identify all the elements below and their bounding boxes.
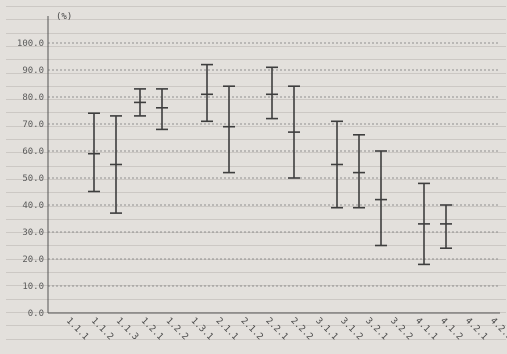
- x-tick-label: 1.1.2: [89, 316, 115, 342]
- x-tick-label: 2.1.1: [214, 316, 240, 342]
- error-bar: [156, 88, 168, 131]
- background-text-line: [6, 139, 506, 140]
- background-text-line: [6, 6, 506, 7]
- background-text-line: [6, 325, 506, 327]
- y-tick-label: 10.0: [22, 282, 44, 292]
- background-text-line: [6, 245, 506, 247]
- error-bar: [418, 182, 430, 266]
- error-bar: [331, 120, 343, 209]
- background-text-line: [6, 19, 506, 21]
- background-text-line: [6, 205, 506, 207]
- x-tick-label: 2.2.1: [263, 316, 289, 342]
- y-tick-label: 30.0: [22, 228, 44, 238]
- x-tick-label: 2.1.2: [238, 316, 264, 342]
- background-text-line: [6, 338, 506, 340]
- x-tick-labels: 1.1.11.1.21.1.31.2.11.2.21.3.12.1.12.1.2…: [64, 316, 507, 342]
- y-tick-label: 0.0: [28, 309, 44, 319]
- error-bar: [288, 85, 300, 179]
- y-tick-label: 100.0: [17, 39, 44, 49]
- x-tick-label: 1.2.1: [139, 316, 165, 342]
- error-bar: [440, 204, 452, 249]
- background-text-line: [6, 165, 506, 167]
- background-text-line: [6, 192, 506, 194]
- background-text-line: [6, 218, 506, 220]
- y-tick-label: 60.0: [22, 147, 44, 157]
- background-text-line: [6, 99, 506, 101]
- axes: [47, 16, 500, 314]
- background-text-line: [6, 232, 506, 234]
- background-text-line: [6, 112, 506, 114]
- error-bar: [110, 115, 122, 214]
- background-text-line: [6, 72, 506, 74]
- x-tick-label: 2.2.2: [288, 316, 314, 342]
- background-text-line: [6, 45, 506, 47]
- y-tick-label: 50.0: [22, 174, 44, 184]
- y-tick-label: 70.0: [22, 120, 44, 130]
- y-tick-label: 20.0: [22, 255, 44, 265]
- x-tick-label: 3.1.1: [313, 316, 339, 342]
- background-text-line: [6, 272, 506, 273]
- error-bar: [266, 66, 278, 120]
- background-text-line: [6, 178, 506, 180]
- background-text-line: [6, 32, 506, 34]
- background-text-line: [6, 85, 506, 87]
- error-bar: [88, 112, 100, 193]
- x-tick-label: 4.2.2: [488, 316, 507, 342]
- background-text-line: [6, 298, 506, 300]
- x-tick-label: 1.3.1: [189, 316, 215, 342]
- y-axis-unit: (%): [56, 12, 72, 22]
- x-tick-label: 3.2.2: [388, 316, 414, 342]
- x-tick-label: 4.1.2: [438, 316, 464, 342]
- error-bar: [353, 134, 365, 209]
- x-tick-label: 3.2.1: [363, 316, 389, 342]
- background-text-line: [6, 311, 506, 313]
- background-text-line: [6, 152, 506, 154]
- error-bar: [134, 88, 146, 117]
- y-tick-label: 80.0: [22, 93, 44, 103]
- x-tick-label: 4.2.1: [463, 316, 489, 342]
- x-tick-label: 1.1.3: [114, 316, 140, 342]
- y-tick-label: 40.0: [22, 201, 44, 211]
- y-tick-label: 90.0: [22, 66, 44, 76]
- y-tick-labels: 0.0 10.0 20.0 30.0 40.0 50.0 60.0 70.0 80.0 90.0 1…: [17, 39, 44, 319]
- error-bars: [88, 63, 452, 266]
- error-bar: [201, 63, 213, 123]
- background-text-line: [6, 125, 506, 127]
- background-text-line: [6, 59, 506, 61]
- error-bar: [375, 150, 387, 247]
- x-tick-label: 3.1.2: [338, 316, 364, 342]
- x-tick-label: 1.2.2: [164, 316, 190, 342]
- error-bar: [223, 85, 235, 174]
- x-tick-label: 1.1.1: [64, 316, 90, 342]
- x-tick-label: 4.1.1: [413, 316, 439, 342]
